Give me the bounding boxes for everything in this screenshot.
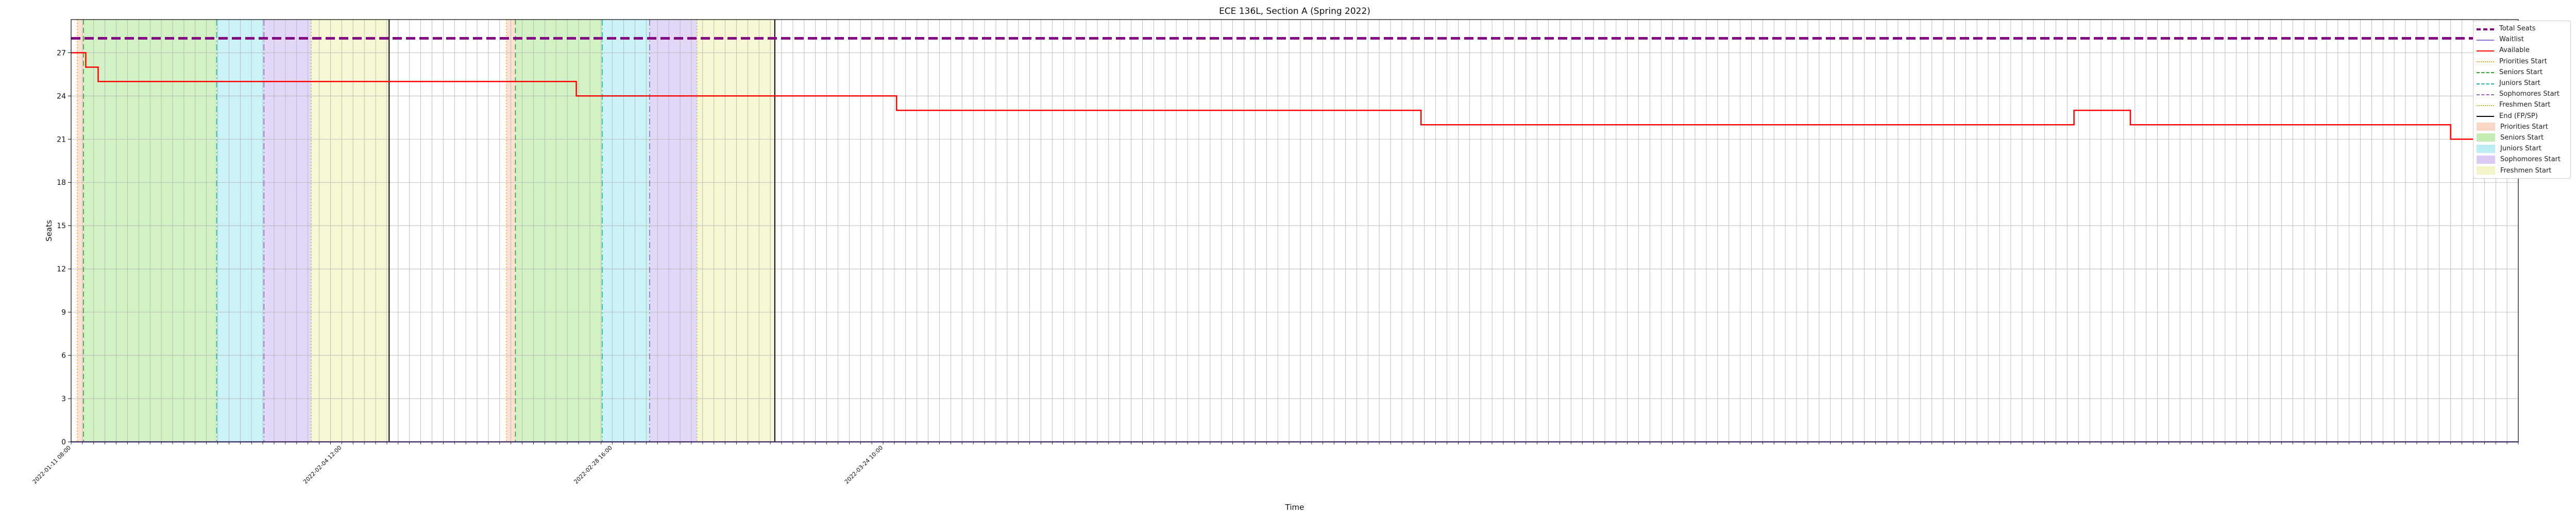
legend-label: End (FP/SP) <box>2499 112 2538 120</box>
legend-patch <box>2477 155 2495 164</box>
y-tick-label: 6 <box>61 352 66 360</box>
legend-item: Priorities Start <box>2477 122 2567 132</box>
legend: Total Seats Waitlist Available Priorities S… <box>2473 21 2571 179</box>
legend-item: Sophomores Start <box>2477 154 2567 165</box>
y-tick-label: 27 <box>57 49 66 57</box>
legend-label: Juniors Start <box>2499 79 2540 88</box>
plot-frame <box>71 19 2519 442</box>
legend-label: Juniors Start <box>2500 145 2541 153</box>
legend-label: Available <box>2499 46 2530 55</box>
legend-item: Seniors Start <box>2477 132 2567 143</box>
y-tick-label: 15 <box>57 222 66 230</box>
legend-label: Seniors Start <box>2500 133 2544 142</box>
legend-patch <box>2477 144 2495 153</box>
series <box>71 37 2518 443</box>
legend-item: Freshmen Start <box>2477 99 2567 110</box>
phase-lines <box>77 20 775 442</box>
grid <box>71 20 2519 442</box>
legend-line <box>2477 94 2494 95</box>
y-tick-label: 18 <box>57 179 66 187</box>
x-tick-label: 2022-02-04 12:00 <box>302 444 343 485</box>
y-tick-label: 9 <box>61 308 66 317</box>
legend-label: Priorities Start <box>2500 123 2548 131</box>
legend-patch <box>2477 123 2495 131</box>
y-tick-label: 21 <box>57 135 66 144</box>
x-tick-label: 2022-03-24 10:00 <box>843 444 884 485</box>
legend-line <box>2477 61 2494 63</box>
y-tick-label: 12 <box>57 265 66 273</box>
legend-line <box>2477 72 2494 74</box>
legend-line <box>2477 28 2494 30</box>
phase-span <box>264 20 312 442</box>
legend-item: Sophomores Start <box>2477 89 2567 99</box>
phase-span <box>77 20 84 442</box>
phase-span <box>515 20 602 442</box>
series-line <box>71 52 2518 140</box>
x-tick-label: 2022-01-11 08:00 <box>31 444 72 485</box>
legend-item: Freshmen Start <box>2477 165 2567 176</box>
x-tick-label: 2022-02-28 16:00 <box>573 444 614 485</box>
legend-item: Available <box>2477 45 2567 56</box>
legend-item: Total Seats <box>2477 23 2567 34</box>
phase-span <box>311 20 389 442</box>
phase-span <box>697 20 775 442</box>
legend-label: Freshmen Start <box>2500 166 2552 175</box>
legend-label: Sophomores Start <box>2500 156 2561 164</box>
legend-item: Waitlist <box>2477 34 2567 45</box>
y-tick-label: 3 <box>61 395 66 403</box>
legend-label: Seniors Start <box>2499 68 2543 76</box>
phase-span <box>649 20 697 442</box>
chart-title: ECE 136L, Section A (Spring 2022) <box>1219 6 1370 16</box>
y-tick-label: 0 <box>61 438 66 447</box>
legend-patch <box>2477 133 2495 142</box>
legend-label: Freshmen Start <box>2499 101 2551 109</box>
phase-spans <box>77 20 775 442</box>
legend-label: Sophomores Start <box>2499 90 2560 98</box>
legend-label: Total Seats <box>2499 25 2536 33</box>
x-ticks: 2022-01-11 08:00 2022-02-04 12:00 2022-02-… <box>31 442 2519 485</box>
x-axis-label: Time <box>1285 503 1304 512</box>
phase-span <box>602 20 650 442</box>
legend-patch <box>2477 166 2495 175</box>
legend-item: Juniors Start <box>2477 143 2567 154</box>
y-tick-label: 24 <box>57 92 66 100</box>
legend-line <box>2477 105 2494 106</box>
y-ticks: 0 3 6 9 12 15 18 21 24 27 <box>57 49 71 447</box>
legend-label: Waitlist <box>2499 36 2524 44</box>
legend-line <box>2477 39 2494 41</box>
legend-item: End (FP/SP) <box>2477 111 2567 122</box>
legend-line <box>2477 116 2494 117</box>
legend-item: Priorities Start <box>2477 56 2567 67</box>
legend-item: Juniors Start <box>2477 78 2567 89</box>
legend-line <box>2477 83 2494 84</box>
legend-item: Seniors Start <box>2477 67 2567 78</box>
legend-label: Priorities Start <box>2499 57 2547 65</box>
y-axis-label: Seats <box>44 220 54 242</box>
legend-line <box>2477 50 2494 52</box>
